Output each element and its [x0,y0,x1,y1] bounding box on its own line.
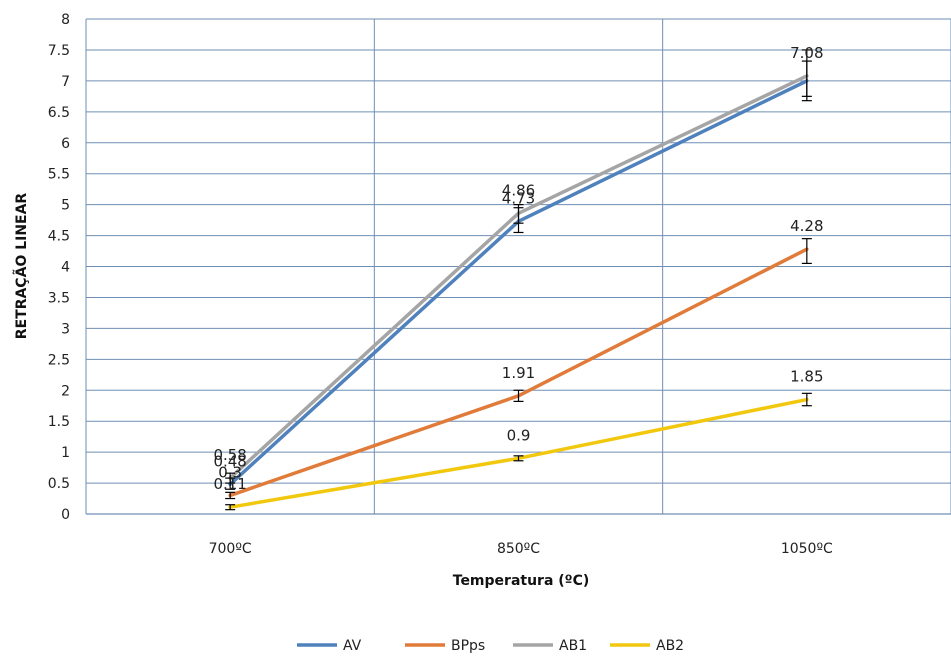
legend: AV BPps AB1 AB2 [297,638,684,654]
legend-label-ab1: AB1 [559,638,587,654]
y-tick-label: 4 [61,260,70,276]
y-tick-label: 7.5 [48,43,70,59]
y-tick-label: 0 [61,507,70,523]
data-label: 7.08 [790,44,823,62]
y-tick-label: 1.5 [48,414,70,430]
data-label: 0.48 [213,452,246,470]
y-axis-ticks: 0 0.5 1 1.5 2 2.5 3 3.5 4 4.5 5 5.5 6 6.5 7 7.5 8 [48,12,70,523]
data-label: 0.11 [213,475,246,493]
legend-label-av: AV [343,638,362,654]
data-label: 0.58 [213,446,246,464]
y-tick-label: 5.5 [48,167,70,183]
data-label: 4.28 [790,217,823,235]
y-tick-label: 6 [61,136,70,152]
y-axis-title: RETRAÇÃO LINEAR [13,193,30,340]
y-tick-label: 2.5 [48,352,70,368]
y-tick-label: 3.5 [48,290,70,306]
y-tick-label: 2 [61,383,70,399]
y-tick-label: 0.5 [48,476,70,492]
series-line-ab2 [228,397,809,509]
legend-label-ab2: AB2 [656,638,684,654]
x-tick-label: 1050ºC [781,541,833,557]
y-tick-label: 4.5 [48,229,70,245]
y-tick-label: 5 [61,198,70,214]
x-tick-label: 850ºC [497,541,540,557]
data-label: 1.91 [502,364,535,382]
x-axis-title: Temperatura (ºC) [453,573,590,589]
y-tick-label: 6.5 [48,105,70,121]
y-tick-label: 8 [61,12,70,28]
series-line-av [228,79,809,487]
y-tick-label: 3 [61,321,70,337]
x-tick-label: 700ºC [209,541,252,557]
data-label: 1.85 [790,368,823,386]
y-tick-label: 7 [61,74,70,90]
legend-label-bpps: BPps [451,638,485,654]
gridlines [85,18,951,515]
x-axis-ticks: 700ºC 850ºC 1050ºC [209,541,833,557]
error-bars [225,49,812,511]
data-label: 0.3 [218,463,242,481]
data-label: 0.9 [507,426,531,444]
data-label: 4.86 [502,181,535,199]
data-labels: 0.48 4.73 0.3 1.91 4.28 0.58 4.86 7.08 0.11 0.9 1.… [213,44,823,493]
y-tick-label: 1 [61,445,70,461]
data-label: 4.73 [502,189,535,207]
